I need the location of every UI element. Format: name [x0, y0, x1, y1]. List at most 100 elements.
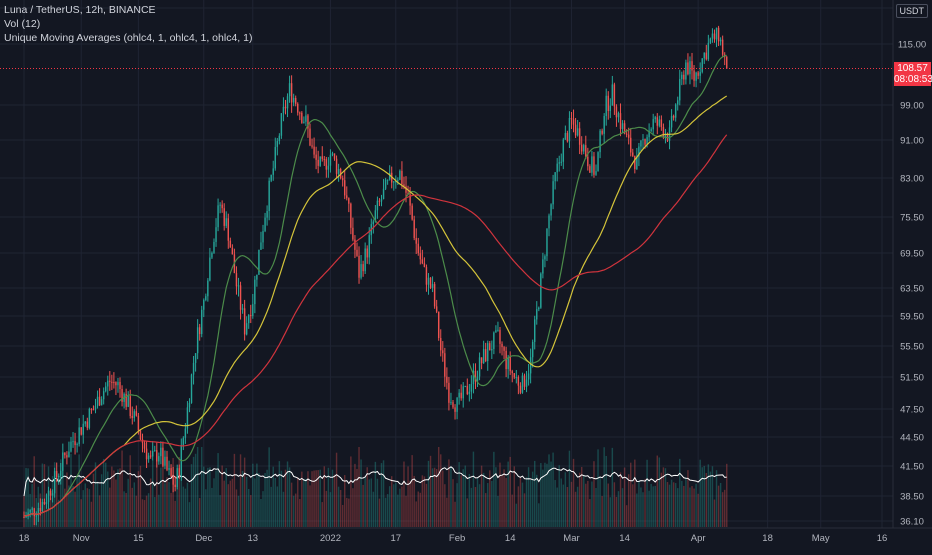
candle	[480, 357, 483, 370]
volume-bar	[184, 488, 187, 527]
volume-bar	[701, 467, 703, 527]
chart-legend: Luna / TetherUS, 12h, BINANCE Vol (12) U…	[4, 3, 252, 45]
candle	[113, 372, 115, 389]
symbol-title[interactable]: Luna / TetherUS, 12h, BINANCE	[4, 4, 156, 16]
candle	[544, 254, 546, 268]
moving-average-indicator-label[interactable]: Unique Moving Averages (ohlc4, 1, ohlc4,…	[4, 32, 253, 44]
volume-bar	[250, 495, 252, 527]
candle-body	[380, 199, 383, 202]
candle	[319, 156, 321, 167]
candle	[151, 440, 154, 461]
volume-bar	[388, 486, 391, 527]
volume-bar	[713, 499, 716, 527]
volume-bar	[574, 491, 577, 527]
candle	[72, 432, 74, 448]
candle-body	[215, 227, 217, 242]
candle	[352, 217, 354, 242]
volume-bar	[429, 455, 432, 527]
candle-body	[176, 468, 178, 487]
candle-body	[566, 133, 569, 142]
candle-body	[166, 456, 168, 470]
volume-bar	[64, 488, 66, 527]
candle-body	[113, 382, 115, 384]
volume-bar	[664, 468, 667, 527]
candle	[227, 213, 230, 249]
candle-body	[623, 123, 626, 134]
candle	[82, 414, 84, 444]
candle-body	[321, 156, 323, 159]
candle-body	[464, 386, 466, 388]
candle-body	[80, 427, 82, 435]
candle	[611, 75, 614, 106]
candle-body	[280, 113, 283, 136]
candle-body	[43, 502, 46, 505]
volume-bar	[654, 485, 656, 527]
candle	[102, 387, 105, 405]
candle	[33, 507, 35, 526]
candle	[219, 202, 221, 214]
candle-body	[237, 285, 240, 287]
volume-bar	[31, 483, 33, 527]
candle	[168, 460, 170, 476]
candle	[719, 37, 722, 46]
candle	[503, 345, 505, 360]
volume-bar	[399, 488, 401, 527]
price-axis-label: 115.00	[898, 40, 926, 51]
candle-body	[96, 396, 99, 406]
candle-body	[111, 381, 113, 383]
candle	[198, 323, 201, 341]
candle	[713, 29, 716, 43]
candle-body	[527, 373, 530, 380]
candle	[580, 136, 583, 155]
candle-body	[348, 198, 350, 204]
volume-indicator-label[interactable]: Vol (12)	[4, 18, 41, 30]
volume-bar	[599, 477, 601, 527]
volume-bar	[685, 477, 687, 527]
candle-body	[587, 156, 589, 167]
candle	[685, 59, 687, 85]
volume-bar	[489, 470, 491, 527]
currency-scale-button[interactable]: USDT	[895, 4, 928, 18]
time-axis-label: 18	[762, 533, 773, 544]
volume-bar	[444, 484, 446, 527]
volume-bar	[636, 493, 638, 527]
candle	[711, 28, 714, 43]
candle-body	[701, 58, 703, 72]
candle	[84, 421, 87, 427]
candle-body	[301, 112, 303, 123]
candle-body	[442, 350, 444, 354]
candle-body	[350, 203, 352, 228]
volume-bar	[446, 497, 448, 527]
candle-body	[192, 362, 195, 375]
candle	[231, 244, 234, 255]
candle	[421, 249, 424, 265]
candle	[272, 160, 274, 181]
candle	[303, 116, 305, 124]
volume-bar	[499, 462, 501, 527]
candle-body	[119, 381, 121, 389]
candle	[664, 128, 667, 144]
candle-body	[100, 399, 103, 406]
candle-body	[646, 137, 648, 145]
price-axis[interactable]: 36.10 38.50 41.50 44.50 47.50 51.50 55.50 59.50…	[897, 4, 926, 528]
candle-body	[196, 327, 199, 354]
volume-bar	[109, 487, 111, 527]
volume-bar	[611, 447, 614, 527]
volume-bar	[454, 501, 456, 527]
candle	[96, 390, 99, 409]
volume-bar	[478, 484, 481, 527]
last-price-tag: 108.57 08:08:53	[894, 61, 932, 86]
time-axis[interactable]: 18 Nov 15 Dec 13 2022 17 Feb 14 Mar 14 Apr 18 May 16	[19, 533, 888, 544]
volume-bar	[245, 476, 248, 527]
volume-bar	[102, 458, 105, 527]
volume-bar	[531, 471, 534, 527]
ma-mid-line	[23, 95, 728, 517]
candle-body	[652, 119, 654, 130]
candle	[209, 247, 211, 282]
candle	[160, 441, 162, 465]
volume-bar	[217, 453, 219, 527]
candle	[619, 103, 622, 137]
candle-body	[378, 200, 381, 202]
